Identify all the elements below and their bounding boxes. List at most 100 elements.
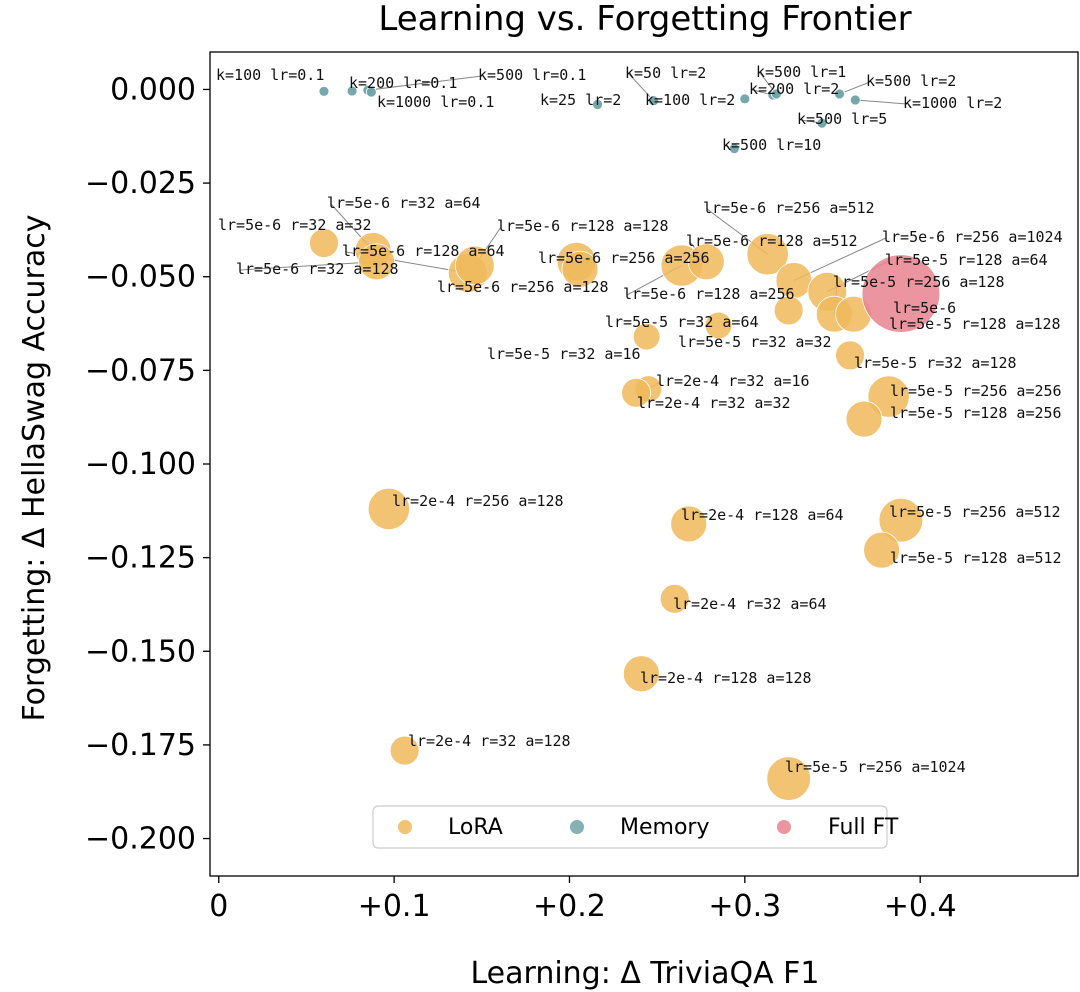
legend-marker [570,820,584,834]
point-label: lr=5e-5 r=256 a=256 [890,382,1062,400]
point-label: k=100 lr=2 [645,91,735,109]
data-point [659,583,690,614]
point-label: lr=5e-6 r=256 a=256 [538,249,710,267]
data-point [834,88,845,100]
point-label: k=1000 lr=2 [903,94,1002,112]
data-point [773,295,804,326]
annotation-leader-line [855,99,908,105]
data-point [367,487,410,531]
data-point [746,233,789,276]
data-point [739,93,751,105]
data-point [389,735,420,766]
point-label: lr=5e-6 r=32 a=64 [327,194,481,212]
point-label: lr=5e-5 r=32 a=32 [678,333,832,351]
data-point [849,94,861,106]
point-label: k=100 lr=0.1 [216,66,324,84]
point-label: k=500 lr=1 [756,63,846,81]
data-point [632,322,661,351]
plot-area [209,51,1079,877]
point-label: lr=5e-5 r=256 a=512 [889,503,1061,521]
point-label: lr=2e-4 r=32 a=128 [408,732,571,750]
data-point [309,228,339,258]
y-tick-label: −0.175 [85,728,196,763]
data-point [845,400,883,438]
data-point [622,655,660,693]
point-label: k=1000 lr=0.1 [377,93,494,111]
point-label: lr=5e-5 r=128 a=256 [890,404,1062,422]
legend-box [372,805,888,849]
data-point [687,243,725,281]
data-point [648,95,660,107]
y-tick-label: −0.050 [85,260,196,295]
y-axis-label: Forgetting: Δ HellaSwag Accuracy [17,214,52,721]
y-tick-label: −0.200 [85,822,196,857]
point-label: k=200 lr=0.1 [349,74,457,92]
legend-marker [398,820,412,834]
point-label: lr=2e-4 r=256 a=128 [392,492,564,510]
legend-label: LoRA [448,815,503,840]
data-point [346,85,358,97]
y-tick-label: −0.075 [85,353,196,388]
data-point [728,143,740,155]
point-label: k=50 lr=2 [625,64,706,82]
point-label: k=500 lr=5 [797,110,887,128]
y-tick-label: −0.150 [85,634,196,669]
data-point [621,377,651,408]
data-point [365,86,377,98]
point-label: lr=5e-5 r=256 a=1024 [785,758,966,776]
point-label: lr=2e-4 r=32 a=16 [656,372,810,390]
x-tick-label: +0.2 [533,889,606,924]
data-point [835,340,865,371]
annotation-leader-line [628,73,655,102]
point-label: lr=5e-6 r=256 a=512 [703,199,875,217]
chart-title: Learning vs. Forgetting Frontier [378,0,911,39]
point-label: lr=5e-5 r=256 a=128 [833,273,1005,291]
y-tick-label: −0.025 [85,166,196,201]
point-label: lr=5e-6 r=32 a=32 [218,216,372,234]
point-label: lr=5e-6 r=128 a=256 [623,285,795,303]
point-label: lr=2e-4 r=32 a=64 [673,595,827,613]
data-point [766,756,811,801]
point-label: lr=5e-6 r=32 a=128 [236,260,399,278]
x-tick-label: +0.4 [884,889,957,924]
point-label: k=25 lr=2 [540,91,621,109]
data-point [561,250,599,288]
point-label: lr=5e-5 r=32 a=64 [605,313,759,331]
point-label: lr=5e-6 r=256 a=1024 [882,228,1063,246]
data-point [358,243,395,281]
legend-label: Memory [620,815,709,840]
data-point [704,311,733,340]
point-label: lr=5e-6 r=128 a=512 [686,232,858,250]
point-label: lr=2e-4 r=128 a=64 [681,506,844,524]
point-label: lr=5e-5 r=128 a=512 [890,549,1062,567]
annotation-leader-line [367,75,483,91]
annotation-leader-line [239,261,377,271]
data-point [867,375,910,418]
data-point [454,245,495,286]
point-label: k=200 lr=2 [749,80,839,98]
y-tick-label: −0.125 [85,541,196,576]
data-point [816,117,828,129]
data-point [861,254,941,333]
data-point [318,85,330,97]
y-tick-label: 0.000 [110,72,196,107]
point-label: lr=5e-6 [893,299,956,317]
point-label: k=500 lr=2 [866,72,956,90]
point-label: lr=5e-5 r=128 a=64 [885,251,1048,269]
point-label: k=500 lr=0.1 [478,66,586,84]
point-label: lr=5e-5 r=128 a=128 [889,315,1061,333]
data-point [592,99,603,110]
point-label: lr=5e-5 r=32 a=16 [487,345,641,363]
annotation-leader-line [839,81,871,95]
x-axis-label: Learning: Δ TriviaQA F1 [470,956,819,991]
point-label: lr=2e-4 r=32 a=32 [637,394,791,412]
point-label: lr=5e-5 r=32 a=128 [854,354,1017,372]
point-label: lr=5e-6 r=128 a=128 [497,217,669,235]
point-label: lr=5e-6 r=128 a=64 [342,242,505,260]
data-point [770,88,782,100]
x-tick-label: +0.1 [358,889,431,924]
legend-label: Full FT [828,815,899,840]
point-label: k=500 lr=10 [722,136,821,154]
point-label: lr=2e-4 r=128 a=128 [640,669,812,687]
